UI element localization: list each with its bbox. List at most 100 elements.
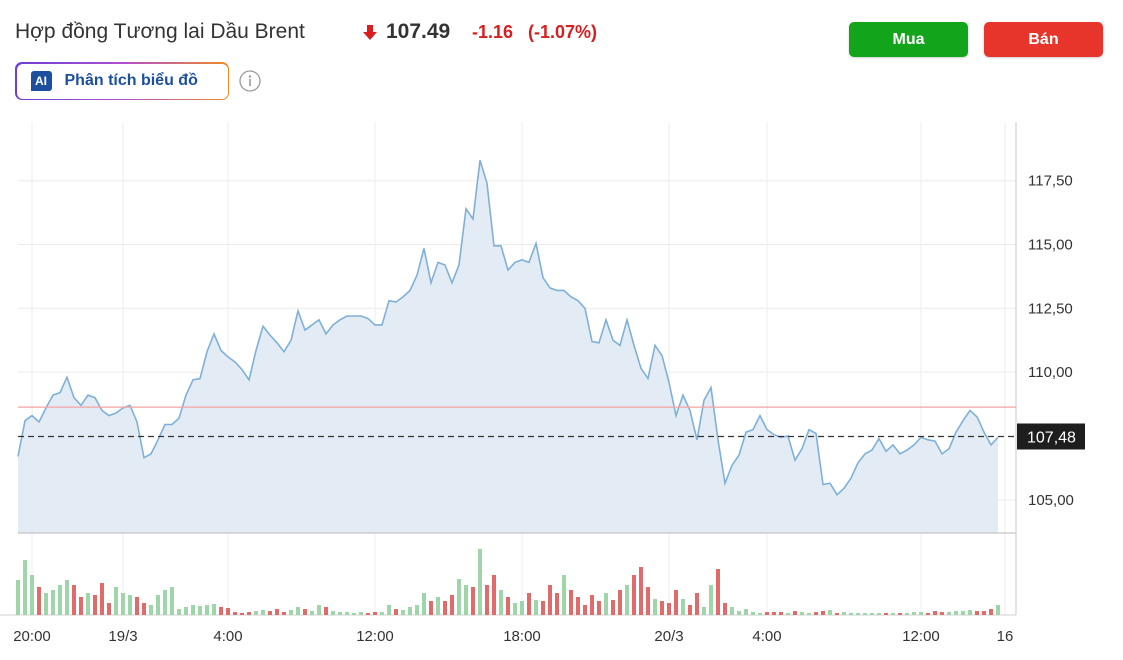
volume-bar (128, 595, 132, 615)
volume-bar (632, 575, 636, 615)
volume-bar (114, 587, 118, 615)
volume-bar (51, 590, 55, 615)
info-icon[interactable] (239, 70, 261, 92)
volume-bar (457, 579, 461, 615)
volume-bar (653, 599, 657, 615)
volume-bar (863, 613, 867, 615)
volume-bar (149, 605, 153, 615)
volume-bar (268, 611, 272, 615)
y-tick-label: 115,00 (1028, 237, 1073, 254)
x-tick-label: 16 (997, 628, 1014, 645)
chart-analysis-button[interactable]: AI Phân tích biểu đồ (15, 62, 229, 100)
volume-bar (142, 603, 146, 615)
volume-bar (730, 607, 734, 615)
volume-bar (940, 612, 944, 615)
volume-bar (618, 590, 622, 615)
volume-bar (317, 605, 321, 615)
down-arrow-icon (363, 25, 377, 40)
x-tick-label: 12:00 (902, 628, 940, 645)
volume-bar (450, 595, 454, 615)
volume-bar (429, 601, 433, 615)
volume-bar (611, 600, 615, 615)
volume-bar (212, 604, 216, 615)
volume-bar (233, 612, 237, 615)
volume-bar (982, 611, 986, 615)
volume-bar (877, 613, 881, 615)
volume-bar (786, 613, 790, 615)
volume-bar (443, 601, 447, 615)
volume-bar (37, 587, 41, 615)
volume-bar (156, 595, 160, 615)
volume-bar (506, 597, 510, 615)
volume-bar (744, 609, 748, 615)
volume-bar (912, 612, 916, 615)
volume-bar (919, 612, 923, 615)
volume-bar (219, 607, 223, 615)
volume-bar (380, 612, 384, 615)
volume-bar (604, 593, 608, 615)
current-price-label: 107,48 (1027, 430, 1076, 447)
volume-bar (527, 593, 531, 615)
volume-bar (989, 609, 993, 615)
x-tick-label: 19/3 (108, 628, 137, 645)
buy-button[interactable]: Mua (849, 22, 968, 57)
volume-bar (177, 609, 181, 615)
volume-bar (961, 611, 965, 615)
volume-bar (884, 613, 888, 615)
volume-bar (695, 593, 699, 615)
volume-bar (310, 611, 314, 615)
volume-bar (779, 612, 783, 615)
x-tick-label: 4:00 (752, 628, 781, 645)
volume-bar (870, 613, 874, 615)
volume-bar (191, 605, 195, 615)
volume-bar (807, 613, 811, 615)
volume-bar (737, 611, 741, 615)
volume-bar (975, 611, 979, 615)
y-tick-label: 117,50 (1028, 173, 1073, 190)
volume-bar (303, 609, 307, 615)
volume-bar (835, 613, 839, 615)
volume-bar (751, 612, 755, 615)
volume-bar (765, 612, 769, 615)
volume-bar (79, 597, 83, 615)
volume-bar (58, 585, 62, 615)
x-tick-label: 18:00 (503, 628, 541, 645)
volume-bar (842, 612, 846, 615)
button-body: AI Phân tích biểu đồ (16, 63, 228, 99)
volume-bar (338, 612, 342, 615)
volume-bar (107, 603, 111, 615)
volume-bar (275, 609, 279, 615)
volume-bar (849, 613, 853, 615)
price-area (18, 160, 998, 533)
y-tick-label: 105,00 (1028, 492, 1074, 509)
volume-bar (513, 603, 517, 615)
volume-bar (282, 612, 286, 615)
y-tick-label: 112,50 (1028, 300, 1073, 317)
volume-bar (674, 590, 678, 615)
volume-bar (16, 580, 20, 615)
price-line (17, 160, 999, 496)
volume-bar (625, 585, 629, 615)
volume-bar (408, 607, 412, 615)
volume-bar (793, 611, 797, 615)
volume-bar (72, 585, 76, 615)
volume-bar (541, 601, 545, 615)
volume-bar (23, 560, 27, 615)
volume-bar (324, 607, 328, 615)
volume-bar (471, 587, 475, 615)
sell-button[interactable]: Bán (984, 22, 1103, 57)
volume-bar (856, 613, 860, 615)
volume-bar (464, 585, 468, 615)
x-tick-label: 12:00 (356, 628, 394, 645)
volume-bar (898, 613, 902, 615)
volume-bar (44, 593, 48, 615)
volume-bar (947, 612, 951, 615)
volume-bar (758, 613, 762, 615)
volume-bar (996, 605, 1000, 615)
volume-bar (170, 587, 174, 615)
volume-bar (163, 590, 167, 615)
price-change-percent: (-1.07%) (528, 22, 598, 42)
volume-bar (926, 613, 930, 615)
volume-bar (590, 595, 594, 615)
y-tick-label: 110,00 (1028, 364, 1073, 381)
